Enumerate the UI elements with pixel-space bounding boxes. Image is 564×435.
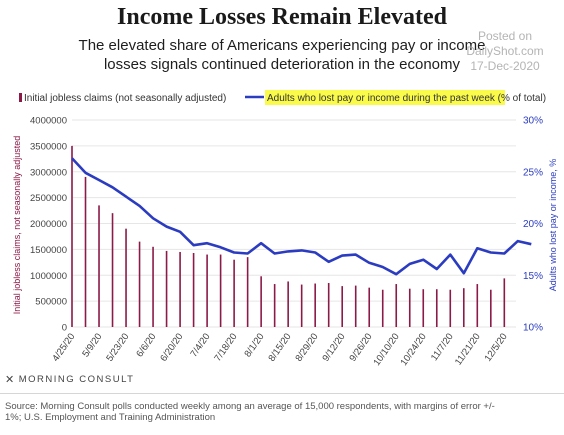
bar (125, 228, 127, 327)
y-left-tick-label: 2000000 (30, 219, 67, 230)
morning-consult-logo: ✕ MORNING CONSULT (5, 373, 134, 386)
bar (219, 254, 222, 327)
x-tick-label: 11/21/20 (453, 331, 483, 367)
bar (449, 289, 452, 327)
bar (138, 241, 141, 327)
gridlines (72, 119, 516, 328)
y-left-tick-label: 1000000 (30, 271, 67, 282)
x-tick-label: 8/15/20 (266, 331, 293, 363)
bar (368, 287, 371, 327)
watermark-line-3: 17-Dec-2020 (470, 59, 540, 73)
y-left-tick-label: 3500000 (30, 141, 67, 152)
x-tick-label: 11/7/20 (429, 331, 456, 363)
bar (179, 251, 181, 327)
y-axis-left-title: Initial jobless claims, not seasonally a… (12, 136, 22, 315)
x-tick-label: 8/1/20 (242, 331, 266, 359)
x-tick-label: 9/12/20 (320, 331, 347, 363)
x-axis-ticks: 4/25/20 5/9/20 5/23/20 6/6/20 6/20/20 7/4/20 7… (50, 331, 510, 368)
x-tick-label: 5/23/20 (104, 331, 131, 363)
y-right-tick-label: 15% (523, 271, 543, 282)
y-left-tick-label: 0 (62, 323, 67, 334)
bar (98, 205, 100, 327)
x-tick-label: 4/25/20 (50, 331, 77, 363)
y-right-tick-label: 10% (523, 323, 543, 334)
bar (381, 289, 384, 327)
y-left-tick-label: 3000000 (30, 167, 67, 178)
bar (165, 250, 168, 327)
source-note: Source: Morning Consult polls conducted … (5, 401, 495, 423)
chart-subtitle: The elevated share of Americans experien… (60, 36, 504, 74)
y-left-tick-label: 500000 (35, 297, 67, 308)
y-axis-right-ticks: 10% 15% 20% 25% 30% (523, 116, 543, 334)
bar (462, 288, 465, 327)
x-tick-label: 6/6/20 (134, 331, 158, 359)
bar (260, 276, 262, 327)
y-left-tick-label: 2500000 (30, 193, 67, 204)
subtitle-line-1: The elevated share of Americans experien… (78, 37, 486, 54)
bar (152, 246, 154, 327)
x-tick-label: 10/24/20 (398, 331, 428, 368)
bar (314, 283, 316, 327)
x-tick-label: 6/20/20 (158, 331, 185, 363)
bar (341, 286, 343, 327)
y-right-tick-label: 30% (523, 116, 543, 127)
legend-bar-swatch (19, 93, 22, 102)
legend: Initial jobless claims (not seasonally a… (19, 90, 546, 105)
morning-consult-icon: ✕ (5, 374, 16, 386)
bar (503, 278, 506, 327)
bar (246, 257, 249, 327)
watermark-line-1: Posted on (477, 29, 533, 43)
bar (111, 213, 114, 327)
bar (422, 289, 425, 327)
bar (206, 254, 208, 327)
bar-series (71, 145, 506, 327)
bar (300, 284, 303, 327)
y-right-tick-label: 25% (523, 167, 543, 178)
bar (84, 176, 87, 327)
bar (71, 145, 73, 327)
combo-chart: Initial jobless claims (not seasonally a… (12, 90, 558, 368)
x-tick-label: 8/29/20 (293, 331, 320, 363)
x-tick-label: 9/26/20 (347, 331, 374, 363)
bar (354, 285, 357, 327)
legend-bar-label: Initial jobless claims (not seasonally a… (24, 93, 226, 104)
footer-divider (0, 393, 564, 394)
subtitle-line-2: losses signals continued deterioration i… (103, 56, 461, 73)
bar (192, 252, 195, 327)
legend-highlight (265, 90, 505, 105)
x-tick-label: 7/18/20 (212, 331, 239, 363)
bar (395, 284, 398, 327)
watermark: Posted on DailyShot.com 17-Dec-2020 (455, 29, 555, 74)
bar (273, 284, 276, 327)
chart-title: Income Losses Remain Elevated (117, 4, 447, 30)
y-left-tick-label: 4000000 (30, 116, 67, 127)
legend-line-label: Adults who lost pay or income during the… (267, 93, 546, 104)
bar (476, 284, 479, 327)
bar (435, 289, 438, 327)
watermark-line-2: DailyShot.com (466, 44, 544, 58)
y-right-tick-label: 20% (523, 219, 543, 230)
brand-name: MORNING CONSULT (18, 374, 135, 385)
bar (233, 259, 235, 327)
bar (490, 289, 492, 327)
x-tick-label: 7/4/20 (188, 331, 212, 359)
line-series (71, 157, 532, 276)
bar (287, 281, 289, 327)
x-tick-label: 5/9/20 (80, 331, 104, 359)
y-axis-left-ticks: 0 500000 1000000 1500000 2000000 2500000 30000… (30, 116, 67, 334)
bar (327, 283, 330, 327)
x-tick-label: 10/10/20 (371, 331, 401, 368)
y-left-tick-label: 1500000 (30, 245, 67, 256)
bar (408, 288, 411, 327)
x-tick-label: 12/5/20 (483, 331, 510, 363)
y-axis-right-title: Adults who lost pay or income, % (548, 159, 558, 292)
